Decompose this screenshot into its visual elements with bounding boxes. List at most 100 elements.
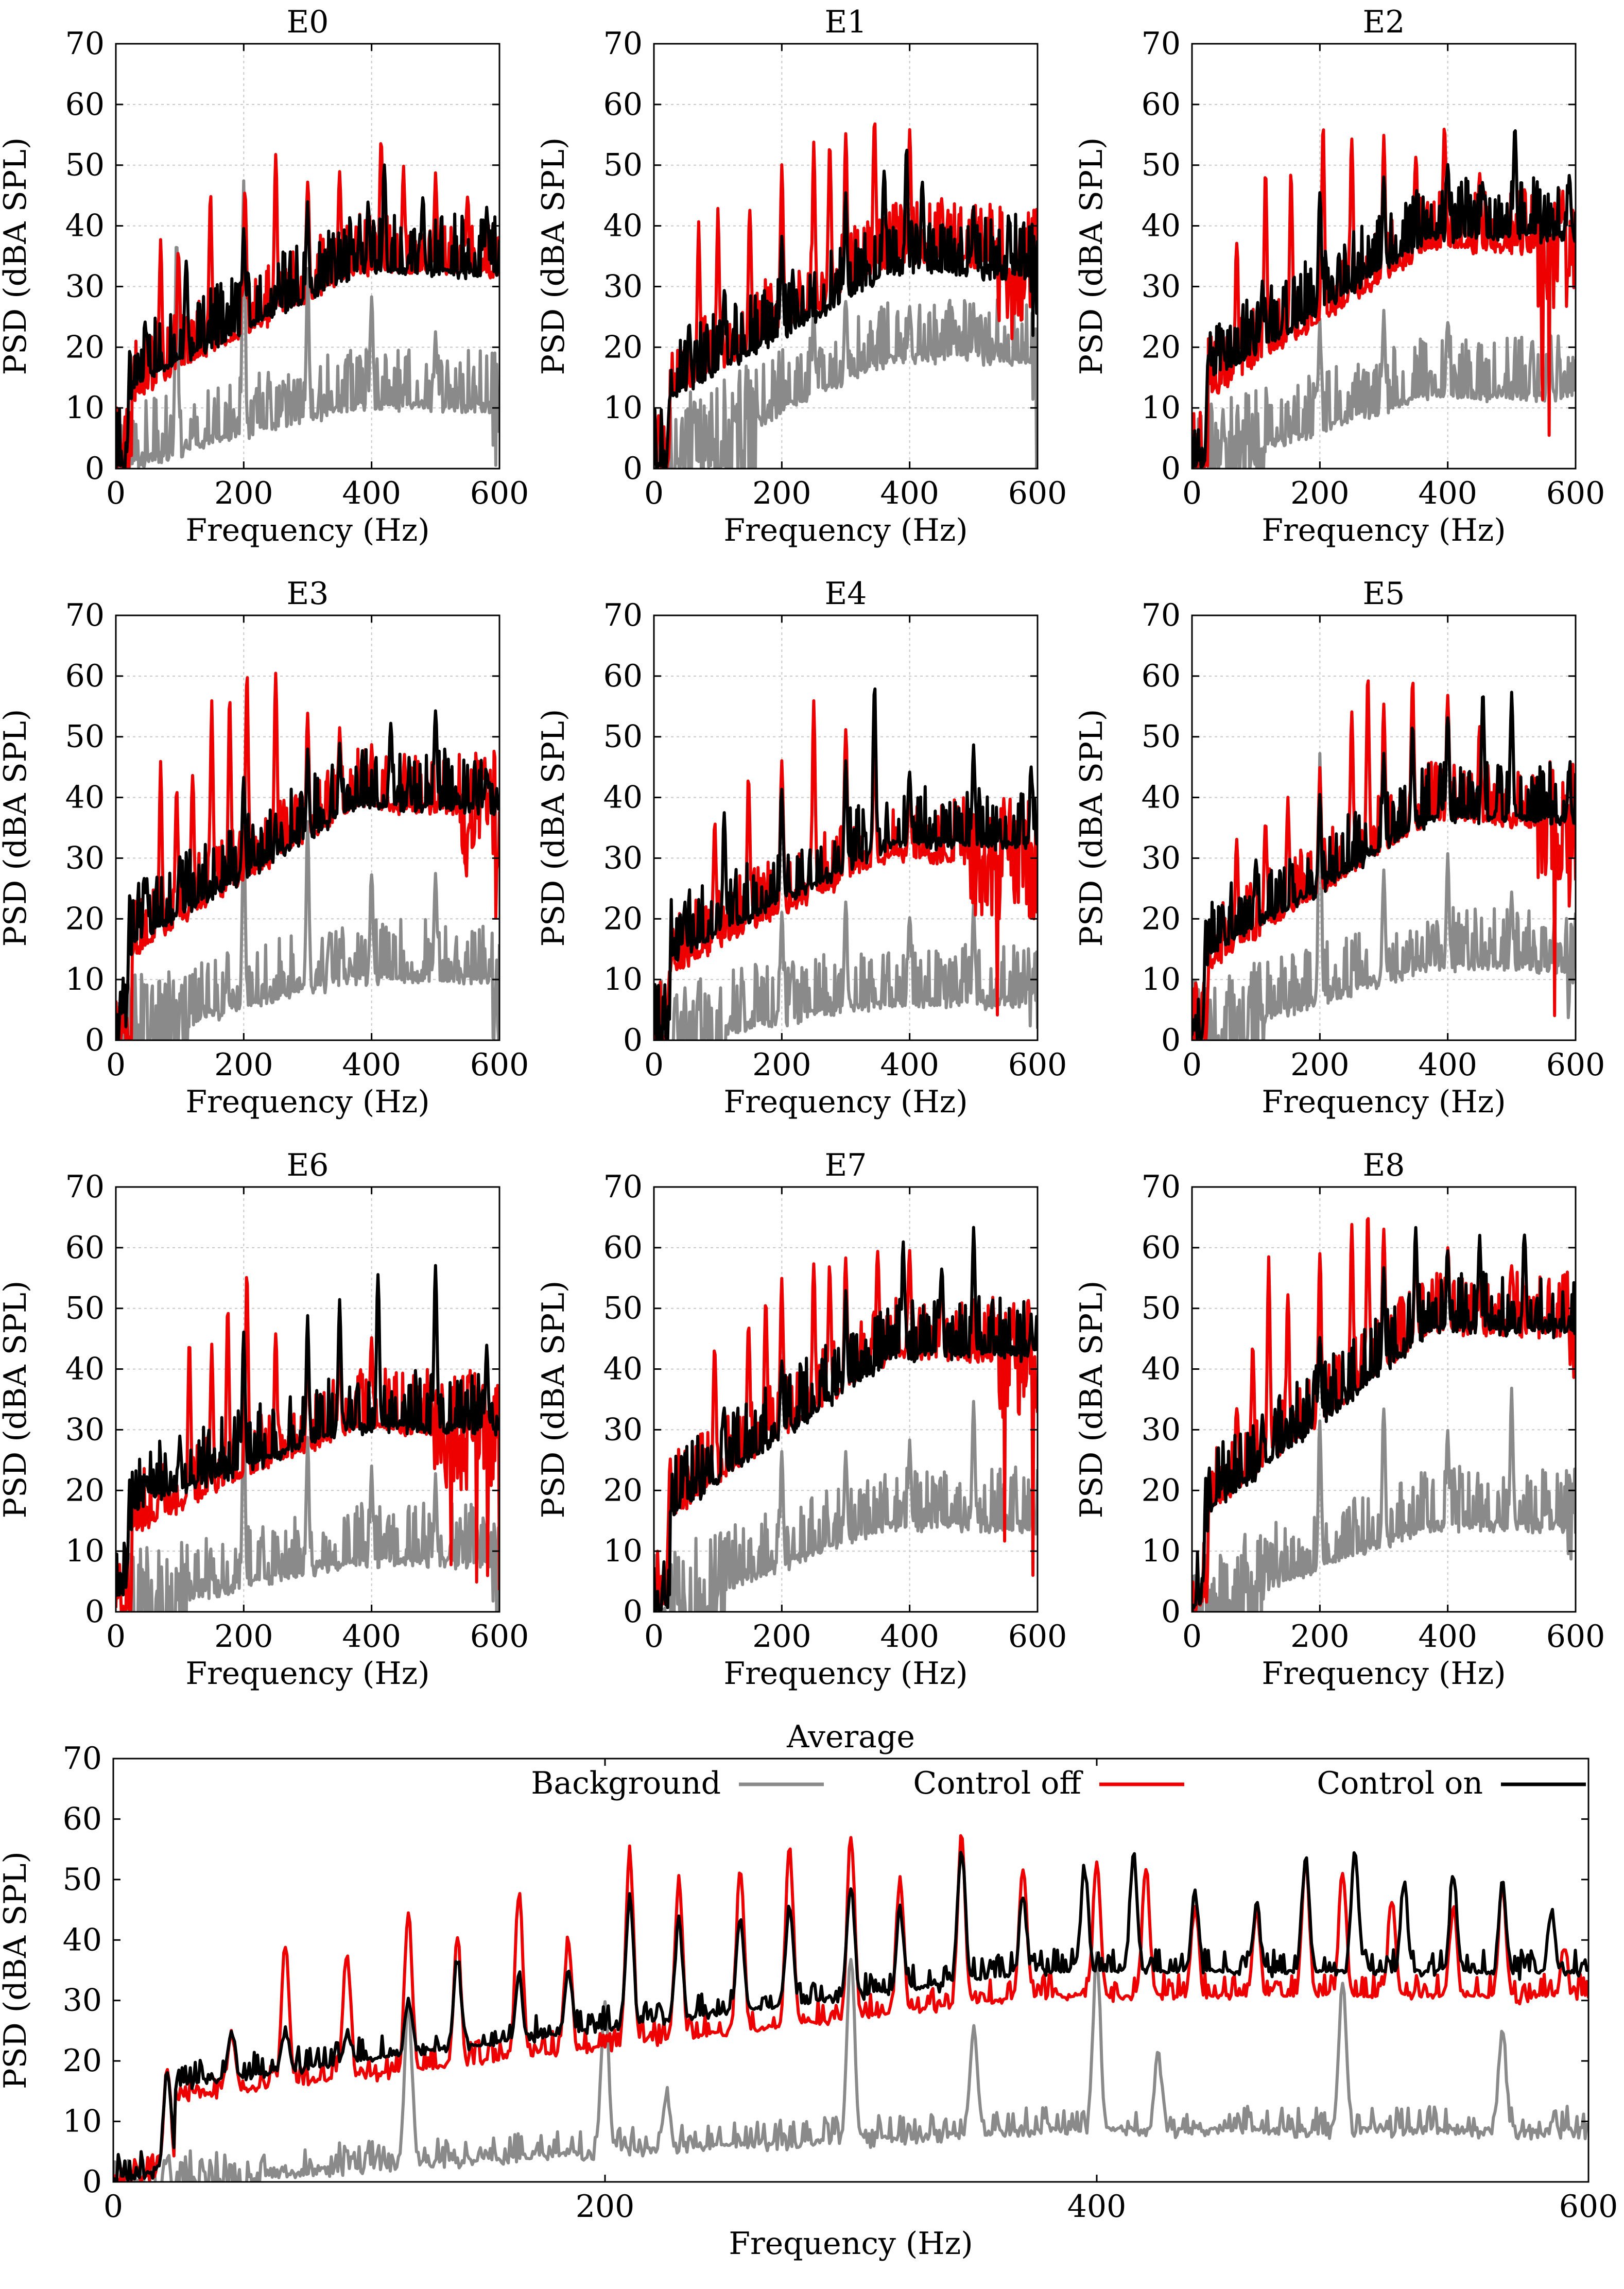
y-tick-label: 60 xyxy=(603,1230,643,1266)
plot-frame xyxy=(115,1186,500,1613)
x-tick-label: 400 xyxy=(880,475,939,511)
y-tick-label: 0 xyxy=(1161,451,1181,487)
y-tick-label: 50 xyxy=(65,1290,105,1327)
chart-e5: 0 200 400 600 0 10 20 30 40 50 60 70 E5 Frequency (Hz… xyxy=(1074,576,1605,1120)
x-axis-label: Frequency (Hz) xyxy=(185,1084,429,1120)
y-tick-label: 60 xyxy=(63,1801,102,1837)
chart-title: E7 xyxy=(825,1147,867,1183)
series-line-control-on xyxy=(1192,691,1576,1040)
y-tick-label: 50 xyxy=(65,719,105,755)
y-axis-label: PSD (dBA SPL) xyxy=(0,709,33,947)
x-axis-label: Frequency (Hz) xyxy=(185,1656,429,1692)
y-tick-label: 10 xyxy=(603,1533,643,1569)
plot-frame xyxy=(1191,614,1577,1041)
y-axis-label: PSD (dBA SPL) xyxy=(1074,709,1110,947)
x-tick-label: 600 xyxy=(470,1619,529,1655)
series-line-background xyxy=(116,179,499,469)
series-line-background xyxy=(116,820,499,1040)
series-group xyxy=(116,672,499,1040)
y-tick-label: 10 xyxy=(65,1533,105,1569)
plot-frame xyxy=(115,43,500,470)
y-tick-label: 40 xyxy=(65,780,105,816)
series-line-control-off xyxy=(654,1249,1038,1612)
legend-label: Control off xyxy=(913,1765,1083,1801)
y-tick-label: 70 xyxy=(1142,597,1181,633)
y-tick-label: 70 xyxy=(65,26,105,62)
y-tick-label: 20 xyxy=(1142,329,1181,365)
y-axis-label: PSD (dBA SPL) xyxy=(1074,137,1110,375)
series-line-control-off xyxy=(116,142,499,469)
y-tick-label: 40 xyxy=(1142,780,1181,816)
x-tick-label: 400 xyxy=(1067,2189,1127,2225)
chart-e0: 0 200 400 600 0 10 20 30 40 50 60 70 E0 Frequency (Hz… xyxy=(0,4,529,548)
x-tick-label: 200 xyxy=(1290,475,1350,511)
plot-frame xyxy=(1191,43,1577,470)
legend-label: Control on xyxy=(1317,1765,1483,1801)
series-line-control-on xyxy=(654,148,1038,469)
series-group xyxy=(654,687,1038,1040)
plot-frame xyxy=(653,43,1039,470)
x-tick-label: 600 xyxy=(1008,1047,1067,1083)
series-line-control-off xyxy=(116,672,499,1040)
series-line-control-on xyxy=(654,687,1038,1040)
chart-e8: 0 200 400 600 0 10 20 30 40 50 60 70 E8 Frequency (Hz… xyxy=(1074,1147,1605,1692)
chart-e2: 0 200 400 600 0 10 20 30 40 50 60 70 E2 Frequency (Hz… xyxy=(1074,4,1605,548)
series-line-control-on xyxy=(116,163,499,469)
y-tick-label: 0 xyxy=(85,1594,105,1630)
y-tick-label: 50 xyxy=(603,719,643,755)
series-line-background xyxy=(654,1400,1038,1612)
y-tick-label: 30 xyxy=(63,1983,102,2019)
y-tick-label: 40 xyxy=(1142,1351,1181,1387)
x-tick-label: 200 xyxy=(752,475,811,511)
y-tick-label: 0 xyxy=(623,451,643,487)
y-tick-label: 20 xyxy=(65,329,105,365)
y-tick-label: 60 xyxy=(65,1230,105,1266)
y-tick-label: 50 xyxy=(1142,147,1181,183)
y-tick-label: 60 xyxy=(603,87,643,123)
plot-frame xyxy=(653,1186,1039,1613)
y-axis-label: PSD (dBA SPL) xyxy=(0,1851,33,2089)
chart-average: 0 200 400 600 0 10 20 30 40 50 60 70 Average Frequenc… xyxy=(0,1719,1618,2262)
y-tick-label: 60 xyxy=(65,87,105,123)
y-tick-label: 30 xyxy=(65,840,105,876)
y-tick-label: 60 xyxy=(1142,87,1181,123)
series-group xyxy=(113,1834,1588,2182)
x-tick-label: 600 xyxy=(1008,475,1067,511)
series-line-background xyxy=(1192,308,1576,469)
x-axis-label: Frequency (Hz) xyxy=(723,1084,968,1120)
x-tick-label: 0 xyxy=(1182,1619,1202,1655)
y-tick-label: 20 xyxy=(603,329,643,365)
series-group xyxy=(1192,679,1576,1040)
y-tick-label: 70 xyxy=(1142,1169,1181,1205)
y-tick-label: 70 xyxy=(603,1169,643,1205)
y-tick-label: 30 xyxy=(1142,1412,1181,1448)
y-axis-label: PSD (dBA SPL) xyxy=(535,1281,572,1519)
chart-title: Average xyxy=(786,1719,915,1755)
y-tick-label: 10 xyxy=(65,961,105,997)
chart-e7: 0 200 400 600 0 10 20 30 40 50 60 70 E7 Frequency (Hz… xyxy=(535,1147,1067,1692)
y-tick-label: 70 xyxy=(603,26,643,62)
series-group xyxy=(116,142,499,469)
y-tick-label: 50 xyxy=(603,147,643,183)
x-axis-label: Frequency (Hz) xyxy=(723,512,968,548)
plot-frame xyxy=(1191,1186,1577,1613)
series-line-control-off xyxy=(113,1834,1588,2182)
x-tick-label: 600 xyxy=(1546,475,1605,511)
x-tick-label: 400 xyxy=(1418,475,1477,511)
chart-e3: 0 200 400 600 0 10 20 30 40 50 60 70 E3 Frequency (Hz… xyxy=(0,576,529,1120)
x-axis-label: Frequency (Hz) xyxy=(729,2226,973,2262)
x-tick-label: 400 xyxy=(342,1047,401,1083)
x-tick-label: 600 xyxy=(1546,1047,1605,1083)
y-tick-label: 40 xyxy=(65,208,105,244)
x-tick-label: 0 xyxy=(1182,1047,1202,1083)
series-line-control-on xyxy=(116,709,499,1040)
legend: Background Control off Control on xyxy=(531,1765,1586,1801)
y-axis-label: PSD (dBA SPL) xyxy=(0,1281,33,1519)
y-tick-label: 10 xyxy=(603,390,643,426)
y-tick-label: 30 xyxy=(65,1412,105,1448)
x-tick-label: 200 xyxy=(1290,1619,1350,1655)
x-tick-label: 0 xyxy=(1182,475,1202,511)
chart-title: E8 xyxy=(1363,1147,1405,1183)
chart-e4: 0 200 400 600 0 10 20 30 40 50 60 70 E4 Frequency (Hz… xyxy=(535,576,1067,1120)
y-tick-label: 20 xyxy=(603,901,643,937)
